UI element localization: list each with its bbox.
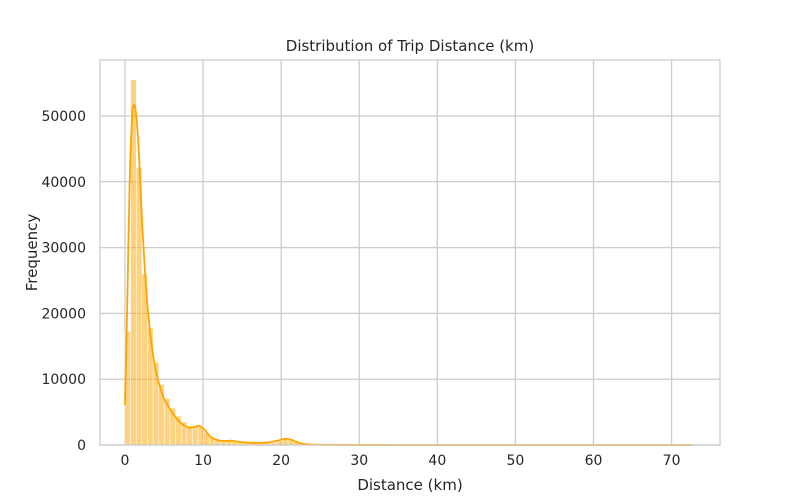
y-tick-label: 30000 <box>41 241 86 257</box>
x-tick-label: 40 <box>428 453 446 469</box>
x-tick-label: 50 <box>507 453 525 469</box>
x-tick-label: 20 <box>272 453 290 469</box>
histogram-bar <box>187 426 193 445</box>
y-tick-label: 0 <box>77 438 86 454</box>
histogram-bar <box>192 427 198 445</box>
y-axis-label: Frequency <box>23 214 41 292</box>
plot-area <box>100 60 720 445</box>
y-tick-label: 10000 <box>41 372 86 388</box>
x-tick-label: 70 <box>663 453 681 469</box>
histogram-bar <box>198 427 204 445</box>
y-tick-label: 40000 <box>41 175 86 191</box>
chart-title: Distribution of Trip Distance (km) <box>286 37 534 55</box>
x-tick-label: 30 <box>350 453 368 469</box>
x-tick-label: 10 <box>194 453 212 469</box>
x-tick-label: 0 <box>121 453 130 469</box>
y-tick-label: 20000 <box>41 306 86 322</box>
x-axis-label: Distance (km) <box>357 476 462 494</box>
y-tick-label: 50000 <box>41 109 86 125</box>
x-tick-label: 60 <box>585 453 603 469</box>
